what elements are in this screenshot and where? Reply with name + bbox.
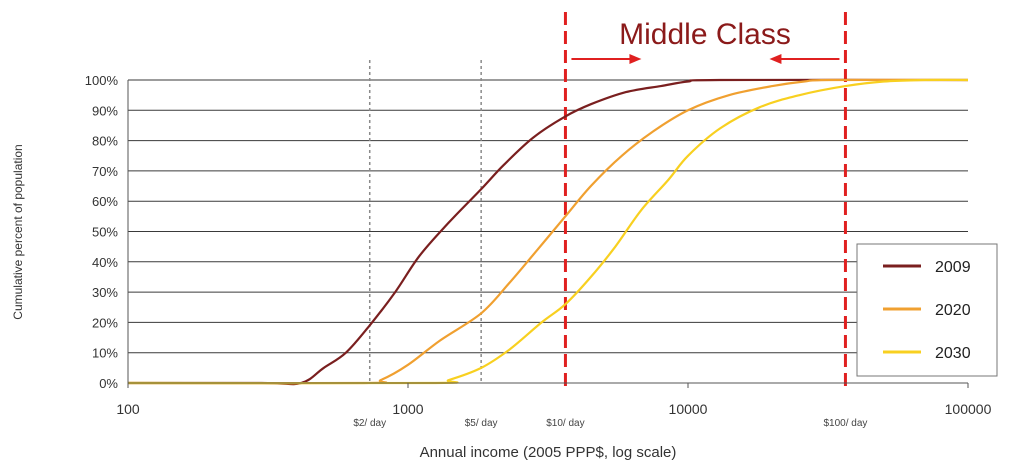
y-tick-label: 90% [92,103,118,118]
reference-label: $5/ day [465,418,498,429]
reference-label: $2/ day [353,418,386,429]
y-tick-label: 40% [92,255,118,270]
y-tick-label: 50% [92,225,118,240]
middle-class-arrows [571,54,840,64]
y-axis-label: Cumulative percent of population [11,144,25,319]
axes [127,80,969,388]
legend-label: 2030 [935,345,971,362]
reference-label: $100/ day [823,418,867,429]
reference-label: $10/ day [546,418,584,429]
y-tick-label: 70% [92,164,118,179]
x-tick-label: 1000 [392,401,423,417]
series-line-2009 [128,78,969,386]
legend-box [856,243,998,377]
series-lines [127,78,969,386]
legend-label: 2020 [935,302,971,319]
reference-lines [368,12,847,386]
y-tick-label: 30% [92,285,118,300]
x-tick-label: 10000 [669,401,708,417]
y-tick-label: 10% [92,346,118,361]
arrow-right-icon [629,54,642,64]
x-tick-label: 100000 [945,401,992,417]
y-tick-label: 0% [99,376,118,391]
legend: 2009 2020 2030 [856,243,998,377]
series-line-2030 [127,78,969,385]
y-tick-label: 100% [85,73,119,88]
arrow-left-icon [769,54,782,64]
tick-labels: 0% 10% 20% 30% 40% 50% 60% 70% 80% 90% 100% 100 1000… [85,73,992,417]
y-tick-label: 20% [92,315,118,330]
x-axis-label: Annual income (2005 PPP$, log scale) [420,444,677,461]
x-tick-label: 100 [116,401,140,417]
legend-label: 2009 [935,259,971,276]
series-line-2020 [127,78,969,385]
y-tick-label: 60% [92,194,118,209]
chart-title: Middle Class [619,18,791,51]
reference-labels: $2/ day $5/ day $10/ day $100/ day [353,418,867,429]
y-tick-label: 80% [92,134,118,149]
